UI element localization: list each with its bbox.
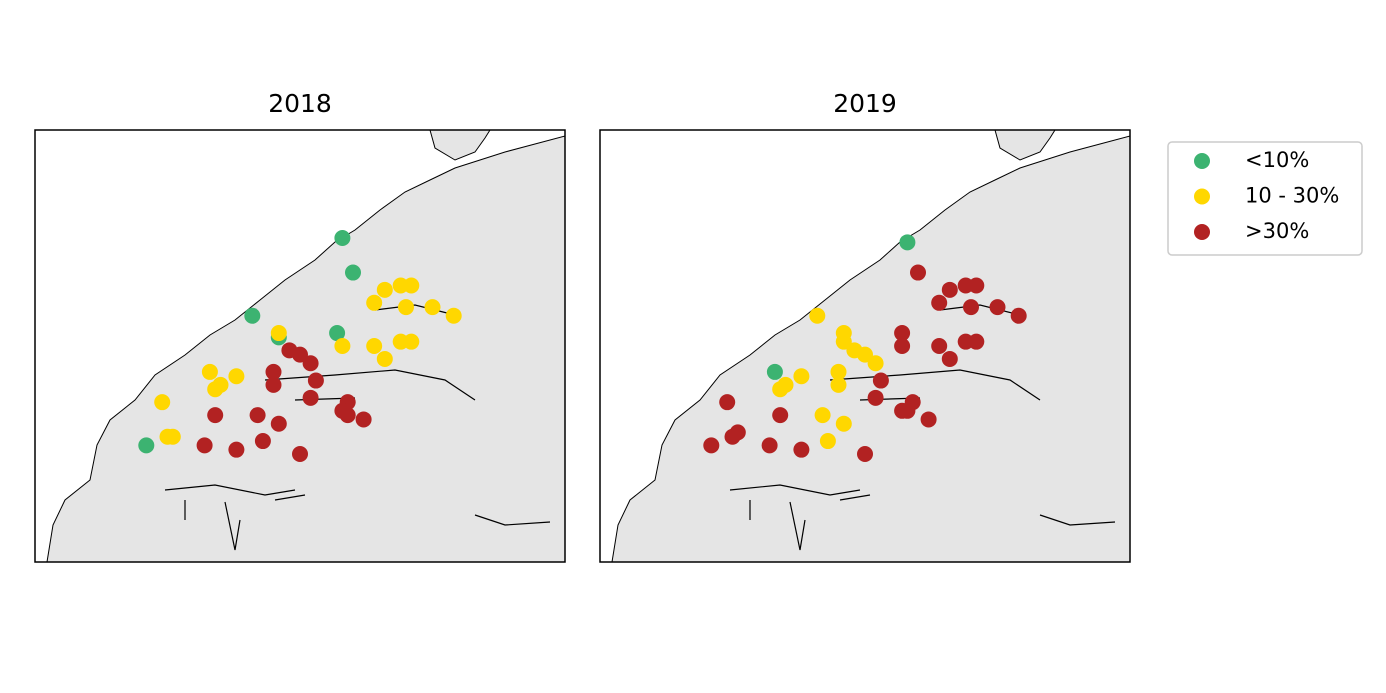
site-point (154, 394, 171, 411)
site-point (366, 294, 383, 311)
site-point (307, 372, 324, 389)
legend-label: <10% (1245, 148, 1309, 172)
site-point (196, 437, 213, 454)
site-point (398, 299, 414, 316)
legend-label: 10 - 30% (1245, 184, 1339, 208)
site-point (254, 433, 271, 450)
site-point (894, 338, 911, 354)
legend-marker (1194, 153, 1210, 169)
site-point (265, 376, 282, 393)
site-point (366, 338, 383, 354)
site-point (872, 372, 889, 389)
site-point (329, 325, 346, 342)
map-frame (34, 129, 566, 563)
site-point (772, 407, 789, 424)
site-point (835, 333, 852, 350)
site-point (207, 407, 224, 424)
site-point (941, 281, 958, 298)
site-point (719, 394, 736, 411)
site-point (814, 407, 831, 424)
legend-label: >30% (1245, 219, 1309, 243)
site-point (931, 294, 948, 311)
site-point (968, 277, 985, 294)
site-point (249, 407, 266, 424)
site-point (857, 346, 873, 363)
site-point (339, 407, 356, 424)
site-point (270, 325, 287, 342)
legend-box (1167, 141, 1363, 256)
site-point (899, 402, 916, 419)
site-point (703, 437, 720, 454)
site-point (830, 376, 847, 393)
site-point (334, 230, 351, 246)
land (611, 129, 1131, 563)
site-point (793, 441, 810, 458)
site-point (159, 428, 176, 445)
site-point (894, 325, 911, 342)
site-point (835, 415, 852, 432)
site-point (207, 381, 224, 398)
site-point (138, 437, 155, 454)
site-point (867, 389, 884, 406)
map-panel (599, 129, 1131, 563)
land (46, 129, 566, 563)
site-point (772, 381, 789, 398)
site-point (445, 307, 462, 324)
site-point (403, 277, 420, 294)
site-point (941, 350, 958, 367)
site-point (989, 299, 1006, 316)
site-point (265, 363, 282, 380)
site-point (761, 437, 778, 454)
site-point (968, 333, 985, 350)
site-point (270, 415, 287, 432)
site-point (819, 433, 836, 450)
site-point (292, 446, 308, 462)
site-point (963, 299, 979, 316)
site-point (724, 428, 741, 445)
site-point (376, 281, 393, 298)
site-point (830, 363, 847, 380)
site-point (302, 355, 319, 372)
site-point (931, 338, 948, 354)
site-point (201, 363, 218, 380)
site-point (228, 441, 245, 458)
panel-title: 2018 (268, 89, 332, 118)
site-point (403, 333, 420, 350)
site-point (376, 350, 393, 367)
site-point (920, 411, 937, 428)
legend-marker (1194, 188, 1210, 205)
site-point (292, 346, 308, 363)
site-point (910, 264, 926, 281)
site-point (867, 355, 884, 372)
site-point (345, 264, 361, 281)
site-point (334, 338, 351, 354)
map-frame (599, 129, 1131, 563)
map-panel (34, 129, 566, 563)
panel-title: 2019 (833, 89, 897, 118)
site-point (424, 299, 441, 316)
site-point (244, 307, 261, 324)
site-point (766, 363, 783, 380)
site-point (857, 446, 873, 462)
site-point (302, 389, 319, 406)
site-point (1010, 307, 1027, 324)
legend-marker (1194, 224, 1210, 240)
site-point (228, 368, 245, 385)
site-point (809, 307, 826, 324)
site-point (899, 234, 916, 251)
site-point (355, 411, 372, 428)
site-point (793, 368, 810, 385)
